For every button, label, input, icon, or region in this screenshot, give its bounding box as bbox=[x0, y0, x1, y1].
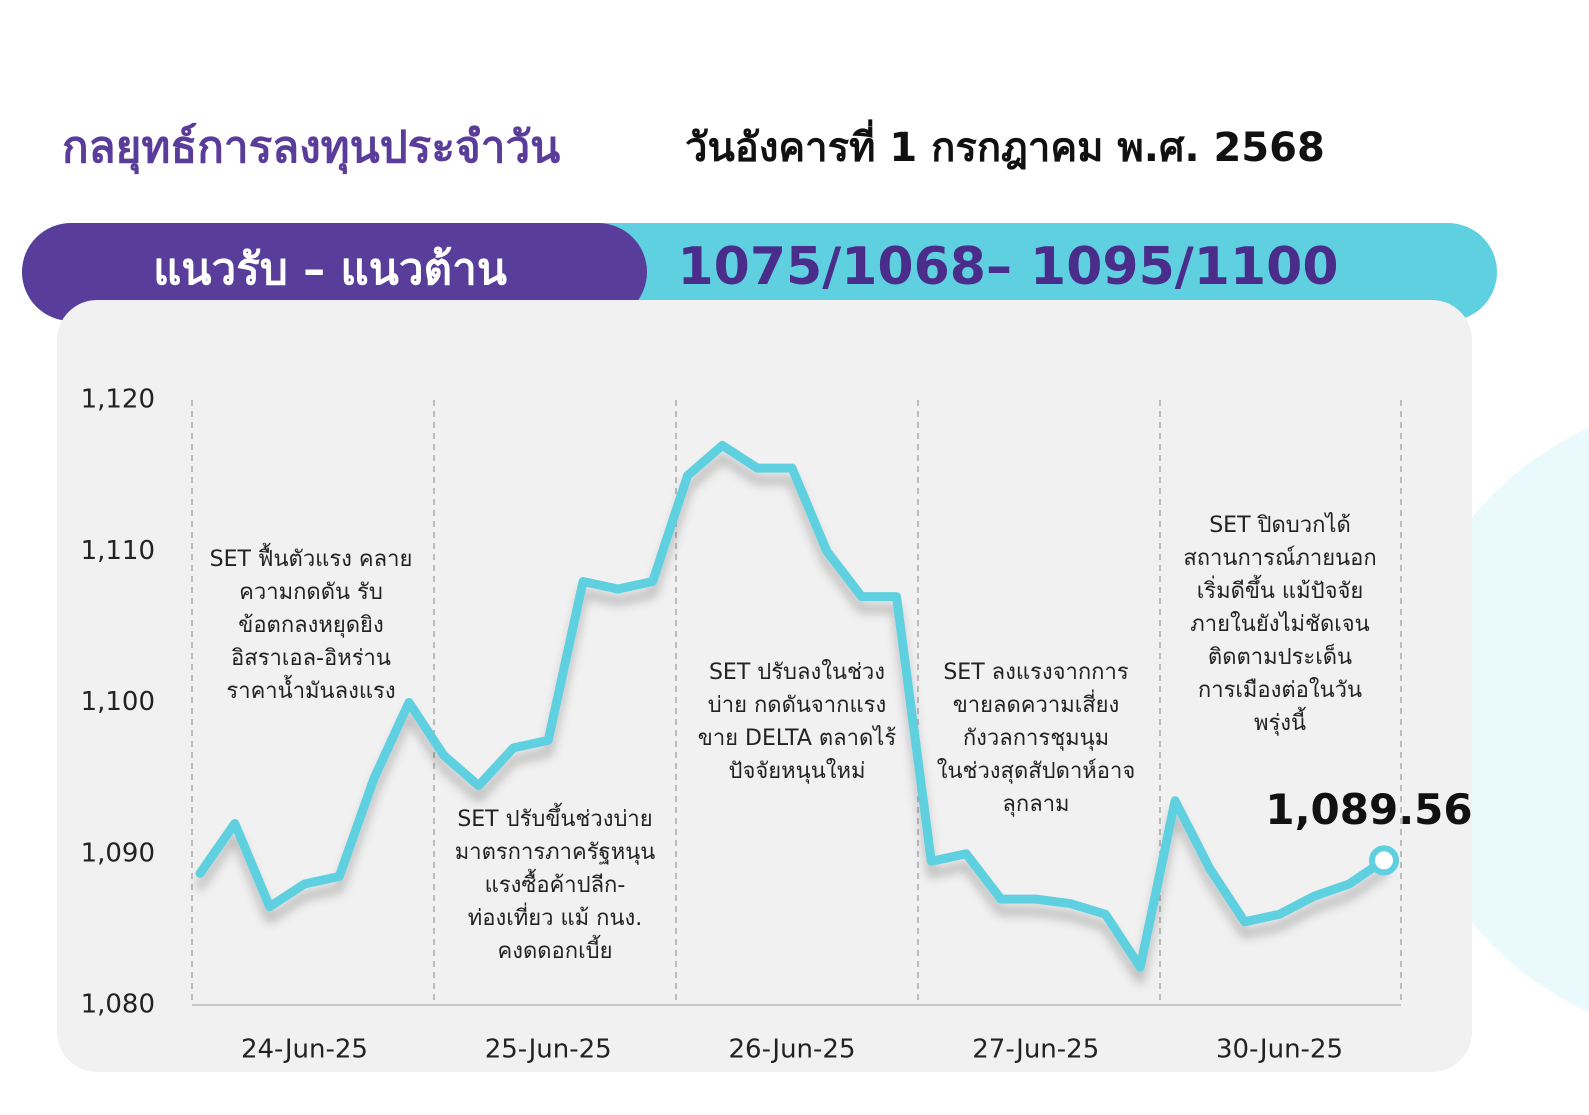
annotation: ความกดดัน รับ bbox=[239, 580, 383, 605]
chart-panel bbox=[57, 300, 1472, 1072]
y-tick-label: 1,120 bbox=[81, 385, 155, 415]
y-tick-label: 1,080 bbox=[81, 990, 155, 1020]
x-tick-label: 30-Jun-25 bbox=[1216, 1035, 1343, 1065]
annotation: กังวลการชุมนุม bbox=[963, 726, 1109, 751]
annotation: เริ่มดีขึ้น แม้ปัจจัย bbox=[1197, 575, 1364, 604]
x-tick-label: 26-Jun-25 bbox=[728, 1035, 855, 1065]
annotation: ติดตามประเด็น bbox=[1208, 642, 1352, 670]
annotation: SET ลงแรงจากการ bbox=[943, 660, 1128, 685]
annotation: ภายในยังไม่ชัดเจน bbox=[1190, 611, 1369, 637]
annotation: คงดดอกเบี้ย bbox=[498, 935, 613, 964]
y-tick-label: 1,100 bbox=[81, 687, 155, 717]
annotation: ลุกลาม bbox=[1002, 792, 1069, 817]
y-tick-label: 1,110 bbox=[81, 536, 155, 566]
annotation: ขาย DELTA ตลาดไร้ bbox=[698, 725, 897, 751]
x-tick-label: 25-Jun-25 bbox=[485, 1035, 612, 1065]
value-label: 1,089.56 bbox=[1265, 785, 1472, 834]
annotation: SET ปรับลงในช่วง bbox=[709, 659, 885, 685]
annotation: SET ปิดบวกได้ bbox=[1209, 512, 1351, 538]
annotation: ในช่วงสุดสัปดาห์อาจ bbox=[937, 758, 1136, 784]
x-tick-label: 27-Jun-25 bbox=[972, 1035, 1099, 1065]
annotation: แรงซื้อค้าปลีก- bbox=[485, 869, 626, 898]
banner-label: แนวรับ – แนวต้าน bbox=[153, 244, 507, 295]
title: กลยุทธ์การลงทุนประจำวัน bbox=[62, 122, 560, 175]
chart: 1,080 1,090 1,100 1,110 1,120 24-Jun-25 25-Jun… bbox=[81, 385, 1473, 1065]
annotation: มาตรการภาครัฐหนุน bbox=[455, 840, 656, 865]
annotation: การเมืองต่อในวัน bbox=[1198, 677, 1362, 703]
annotation: บ่าย กดดันจากแรง bbox=[708, 693, 886, 718]
annotation: พรุ่งนี้ bbox=[1254, 707, 1306, 736]
date: วันอังคารที่ 1 กรกฎาคม พ.ศ. 2568 bbox=[685, 119, 1325, 171]
price-line bbox=[195, 440, 1389, 972]
annotation: SET ฟื้นตัวแรง คลาย bbox=[210, 543, 413, 572]
annotation: ข้อตกลงหยุดยิง bbox=[238, 613, 383, 638]
banner-levels: 1075/1068– 1095/1100 bbox=[678, 237, 1339, 297]
annotation: ราคาน้ำมันลงแรง bbox=[226, 675, 395, 704]
annotation: อิสราเอล-อิหร่าน bbox=[231, 646, 391, 671]
y-tick-label: 1,090 bbox=[81, 838, 155, 868]
annotation: ท่องเที่ยว แม้ กนง. bbox=[468, 902, 643, 931]
x-tick-label: 24-Jun-25 bbox=[241, 1035, 368, 1065]
end-point bbox=[1369, 845, 1399, 876]
annotation: ปัจจัยหนุนใหม่ bbox=[729, 758, 866, 784]
annotation: SET ปรับขึ้นช่วงบ่าย bbox=[457, 803, 652, 832]
annotation: ขายลดความเสี่ยง bbox=[953, 689, 1120, 718]
banner-label-bg bbox=[22, 223, 647, 321]
annotation: สถานการณ์ภายนอก bbox=[1183, 546, 1376, 571]
